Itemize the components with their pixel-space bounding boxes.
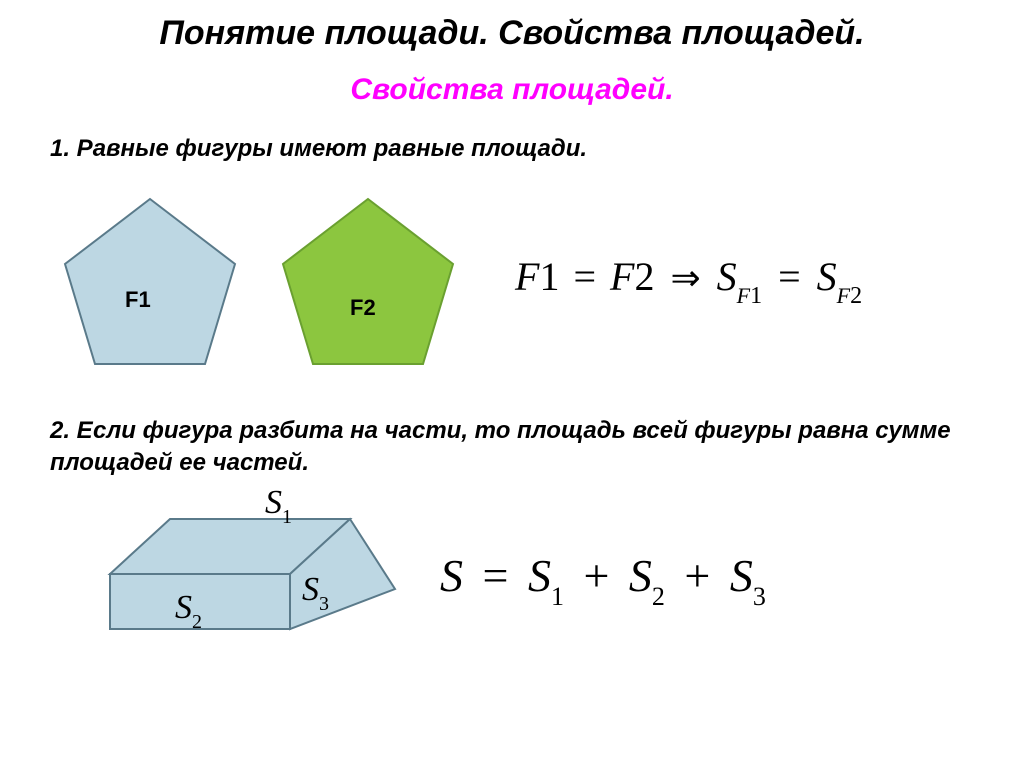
plus-1: + [575, 550, 617, 601]
pentagon-f1-label: F1 [125, 287, 151, 313]
sum-S1: S [528, 550, 551, 601]
sum-S2: S [629, 550, 652, 601]
sum-S3: S [730, 550, 753, 601]
sum-S3-sub: 3 [753, 582, 766, 611]
label-s2-n: 2 [192, 611, 202, 633]
sum-S2-sub: 2 [652, 582, 665, 611]
pentagon-f2 [268, 189, 468, 379]
label-s2: S2 [175, 589, 202, 632]
parallelepiped-diagram [80, 489, 400, 659]
pentagon-f1 [50, 189, 250, 379]
s-f2: S [817, 254, 837, 299]
sum-S: S [440, 550, 463, 601]
s-f1: S [717, 254, 737, 299]
s-f2-sub-f: F [837, 283, 850, 308]
label-s1: S1 [265, 484, 292, 527]
pentagon-f2-label: F2 [350, 295, 376, 321]
f2-num: 2 [634, 254, 654, 299]
pentagons-and-formula-row: F1 F2 F1 = F2 ⇒ SF1 = SF2 [0, 183, 1024, 393]
equals-1: = [569, 254, 600, 299]
s-f2-sub-n: 2 [850, 283, 862, 309]
formula-sum-areas: S = S1 + S2 + S3 [440, 549, 766, 608]
equals-2: = [772, 254, 807, 299]
label-s3: S3 [302, 571, 329, 614]
label-s3-s: S [302, 571, 319, 608]
formula-equal-areas: F1 = F2 ⇒ SF1 = SF2 [515, 253, 862, 306]
s-f1-sub-n: 1 [750, 283, 762, 309]
implies-arrow: ⇒ [664, 258, 706, 298]
label-s3-n: 3 [319, 593, 329, 615]
pentagon-f1-shape [65, 199, 235, 364]
property-2-text: 2. Если фигура разбита на части, то площ… [50, 415, 974, 480]
s-f1-sub-f: F [737, 283, 750, 308]
f2-letter: F [610, 254, 634, 299]
sum-S1-sub: 1 [551, 582, 564, 611]
property-1-text: 1. Равные фигуры имеют равные площади. [50, 135, 974, 163]
page-title: Понятие площади. Свойства площадей. [0, 0, 1024, 55]
label-s1-n: 1 [282, 506, 292, 528]
plus-2: + [676, 550, 718, 601]
pentagon-f2-shape [283, 199, 453, 364]
parallelepiped-and-formula-row: S1 S2 S3 S = S1 + S2 + S3 [0, 489, 1024, 689]
label-s2-s: S [175, 589, 192, 626]
equals-3: = [475, 550, 517, 601]
page-subtitle: Свойства площадей. [0, 73, 1024, 107]
f1-letter: F [515, 254, 539, 299]
label-s1-s: S [265, 484, 282, 521]
f1-num: 1 [539, 254, 559, 299]
